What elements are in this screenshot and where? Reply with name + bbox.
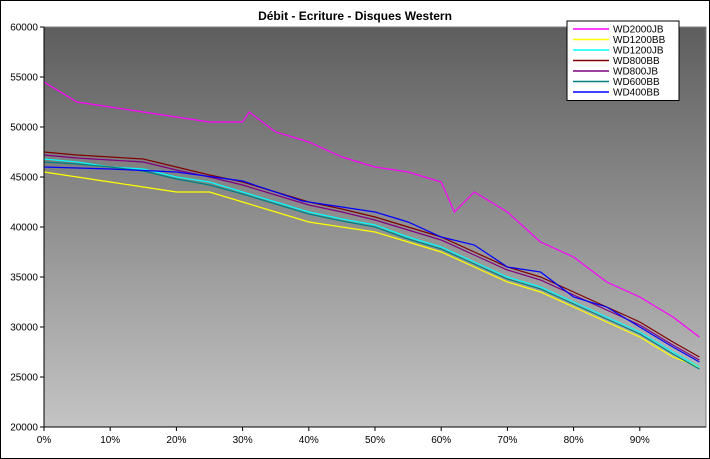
x-tick-label: 10% <box>100 435 120 446</box>
y-tick-label: 55000 <box>10 73 38 84</box>
y-tick-label: 45000 <box>10 173 38 184</box>
chart-title: Débit - Ecriture - Disques Western <box>258 9 452 23</box>
series-line-wd1200jb <box>43 158 700 368</box>
series-line-wd600bb <box>43 161 700 370</box>
legend-entry: WD600BB <box>613 77 660 88</box>
y-tick-label: 60000 <box>10 23 38 34</box>
x-tick-label: 20% <box>166 435 186 446</box>
series-line-wd800bb <box>43 151 700 358</box>
y-tick-label: 25000 <box>10 373 38 384</box>
y-tick-label: 35000 <box>10 273 38 284</box>
x-tick-label: 90% <box>630 435 650 446</box>
legend-entry: WD1200JB <box>613 46 664 57</box>
x-tick-label: 70% <box>497 435 517 446</box>
y-tick-label: 50000 <box>10 123 38 134</box>
y-tick-label: 20000 <box>10 423 38 434</box>
legend-entry: WD1200BB <box>613 35 666 46</box>
x-tick-label: 60% <box>431 435 451 446</box>
x-tick-label: 50% <box>365 435 385 446</box>
y-tick-label: 40000 <box>10 223 38 234</box>
x-tick-label: 80% <box>564 435 584 446</box>
legend-entry: WD800JB <box>613 67 658 78</box>
x-tick-label: 40% <box>299 435 319 446</box>
legend-entry: WD2000JB <box>613 25 664 36</box>
y-tick-label: 30000 <box>10 323 38 334</box>
x-tick-label: 30% <box>233 435 253 446</box>
series-line-wd400bb <box>43 166 700 363</box>
x-tick-label: 0% <box>37 435 52 446</box>
series-line-wd2000jb <box>43 81 700 338</box>
legend-entry: WD400BB <box>613 88 660 99</box>
series-line-wd1200bb <box>43 171 700 368</box>
legend-entry: WD800BB <box>613 56 660 67</box>
series-line-wd800jb <box>43 154 700 361</box>
